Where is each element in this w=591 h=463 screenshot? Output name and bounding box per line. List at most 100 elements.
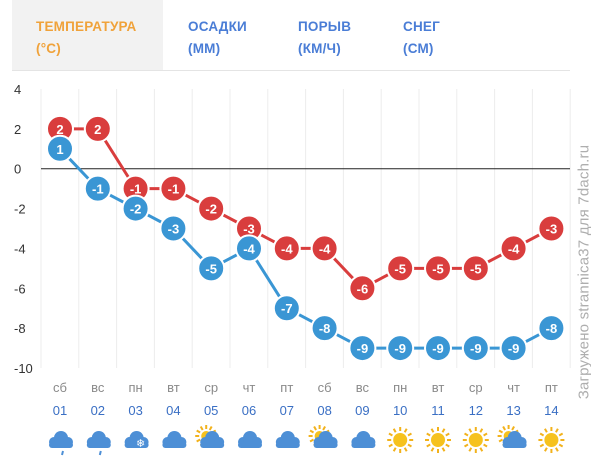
weekday-label: ср	[469, 380, 483, 395]
y-tick-label: -6	[14, 281, 26, 296]
sun-ray	[407, 432, 412, 437]
weekday-label: пт	[280, 380, 293, 395]
weekday-label: ср	[204, 380, 218, 395]
point-marker	[272, 294, 301, 323]
cloud-rain-icon	[86, 431, 111, 456]
cloud-icon	[162, 431, 187, 448]
sun-ray	[539, 443, 545, 448]
tab-gust[interactable]: ПОРЫВ (КМ/Ч)	[298, 0, 393, 70]
tab-temperature[interactable]: ТЕМПЕРАТУРА (°C)	[12, 0, 163, 70]
sun-icon	[425, 427, 451, 453]
date-label: 01	[53, 403, 67, 418]
point-value-label: 2	[94, 122, 101, 137]
point-marker	[197, 254, 226, 283]
night-temperature-point: -3	[159, 214, 188, 243]
point-marker	[46, 134, 74, 163]
sun-ray	[468, 447, 473, 452]
sun-ray	[426, 432, 431, 437]
sun-ray	[313, 425, 317, 431]
night-temperature-point: -8	[310, 314, 339, 343]
date-label: 03	[128, 403, 142, 418]
sun-ray	[403, 447, 408, 452]
sun-ray	[544, 447, 548, 452]
weekday-label: вт	[432, 380, 445, 395]
point-marker	[537, 214, 566, 243]
sun-ray	[407, 443, 412, 448]
tab-snow-unit: (СМ)	[403, 41, 434, 56]
cloud-part	[124, 442, 149, 448]
y-tick-label: 4	[14, 82, 21, 97]
sun-icon	[387, 427, 414, 453]
point-value-label: 1	[56, 142, 63, 157]
cloud-part	[86, 442, 111, 448]
sun-ray	[483, 443, 488, 448]
day-temperature-point: -2	[197, 194, 226, 223]
point-marker	[386, 334, 415, 363]
sun-ray	[468, 428, 473, 433]
cloud-part	[200, 442, 225, 448]
night-temperature-point: -8	[537, 314, 566, 343]
cloud-icon	[275, 431, 300, 448]
point-value-label: -4	[319, 241, 331, 256]
point-marker	[499, 234, 528, 263]
sun-ray	[430, 447, 435, 452]
sun-ray	[441, 447, 446, 452]
point-value-label: -1	[168, 182, 180, 197]
point-marker	[121, 194, 150, 223]
snowflake: ❄	[136, 437, 145, 450]
day-temperature-point: -1	[121, 174, 150, 203]
date-label: 08	[317, 403, 331, 418]
point-value-label: -5	[432, 261, 444, 276]
point-marker	[310, 314, 339, 343]
point-value-label: -9	[470, 341, 482, 356]
point-value-label: -4	[508, 241, 520, 256]
tab-precipitation[interactable]: ОСАДКИ (ММ)	[188, 0, 288, 70]
sun-ray	[544, 428, 548, 433]
weekday-label: сб	[318, 380, 332, 395]
point-value-label: -3	[546, 222, 558, 237]
date-label: 10	[393, 403, 407, 418]
sun-ray	[558, 432, 564, 437]
night-temperature-point: -4	[235, 234, 263, 263]
weekday-label: пт	[545, 380, 558, 395]
rain-drop	[98, 450, 102, 456]
sun-ray	[555, 428, 559, 433]
point-marker	[159, 174, 188, 203]
sun-ray	[196, 429, 201, 434]
date-label: 06	[242, 403, 256, 418]
sun-ray	[430, 428, 435, 433]
point-value-label: -3	[243, 222, 255, 237]
tab-snow[interactable]: СНЕГ (СМ)	[403, 0, 493, 70]
point-marker	[83, 114, 112, 143]
sun-ray	[445, 432, 450, 437]
point-marker	[386, 254, 415, 283]
sun-ray	[441, 428, 446, 433]
y-tick-label: 0	[14, 162, 21, 177]
point-marker	[159, 214, 188, 243]
sun-ray	[309, 438, 315, 443]
day-temperature-point: -5	[461, 254, 490, 283]
point-value-label: -5	[470, 261, 482, 276]
y-tick-label: -8	[14, 321, 26, 336]
point-marker	[537, 314, 566, 343]
night-temperature-point: -1	[83, 174, 112, 203]
cloud-part	[49, 442, 73, 448]
point-marker	[235, 234, 263, 263]
date-label: 07	[280, 403, 294, 418]
tab-bar: ТЕМПЕРАТУРА (°C) ОСАДКИ (ММ) ПОРЫВ (КМ/Ч…	[12, 0, 570, 71]
point-value-label: -9	[357, 341, 369, 356]
day-temperature-point: -6	[348, 274, 377, 303]
sun-ray	[388, 432, 393, 437]
sun-ray	[403, 428, 408, 433]
night-temperature-point: -2	[121, 194, 150, 223]
point-marker	[272, 234, 301, 263]
weekday-label: пн	[393, 380, 407, 395]
point-value-label: -2	[130, 202, 142, 217]
point-value-label: -2	[205, 202, 217, 217]
day-temperature-point: -4	[310, 234, 339, 263]
night-temperature-point: -9	[499, 334, 528, 363]
date-label: 12	[469, 403, 483, 418]
weekday-label: чт	[243, 380, 256, 395]
sun-ray	[309, 429, 315, 434]
cloud-part	[502, 442, 527, 448]
